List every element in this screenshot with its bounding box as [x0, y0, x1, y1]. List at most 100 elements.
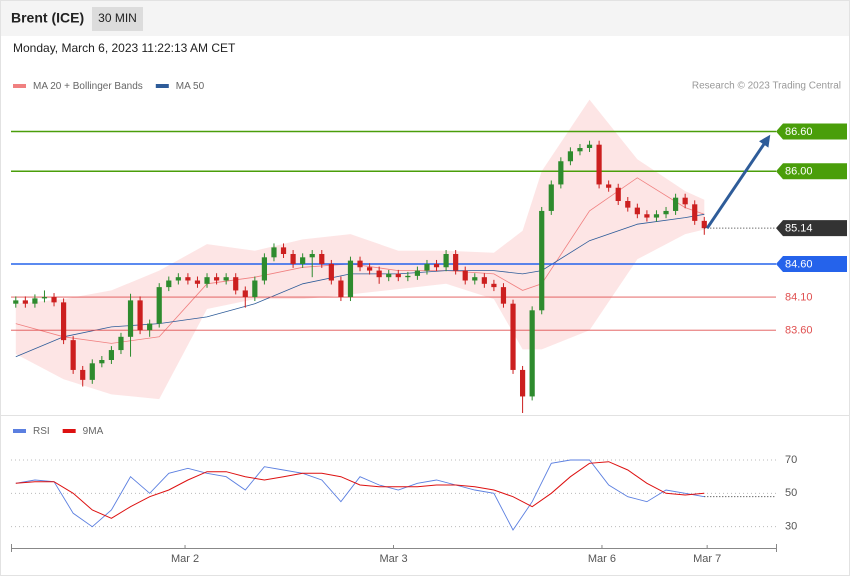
candle-body — [60, 302, 67, 341]
candle-body — [108, 350, 115, 360]
candle-body — [271, 247, 277, 258]
candle-body — [519, 369, 526, 397]
legend-swatch — [62, 429, 76, 433]
candle-body — [70, 340, 76, 370]
candle-body — [137, 300, 143, 331]
level-label: 84.60 — [785, 258, 813, 270]
forecast-arrow — [705, 141, 767, 230]
candle-body — [443, 254, 449, 268]
level-tag — [776, 163, 847, 180]
candle-body — [51, 297, 57, 303]
candle-body — [89, 363, 95, 380]
candle-body — [615, 187, 621, 201]
candle-body — [414, 270, 421, 276]
interval-badge[interactable] — [92, 7, 143, 31]
candle-body — [41, 297, 48, 299]
level-tag — [776, 123, 847, 140]
candle-body — [338, 280, 344, 298]
candle-body — [261, 257, 268, 281]
candle-body — [166, 280, 172, 288]
x-tick-label: Mar 7 — [693, 553, 721, 565]
last-price-tag — [776, 220, 847, 237]
candle-body — [366, 267, 373, 271]
candle-body — [682, 197, 688, 205]
legend-label: MA 50 — [176, 81, 205, 92]
candle-body — [453, 254, 459, 271]
last-price-label: 85.14 — [785, 223, 813, 235]
y-tick-label: 50 — [785, 487, 797, 499]
candle-body — [644, 214, 650, 218]
forecast-arrow-head — [759, 134, 771, 148]
candle-body — [405, 275, 411, 278]
candle-body — [80, 369, 86, 380]
candle-body — [395, 273, 401, 278]
candle-body — [500, 287, 507, 304]
candle-body — [309, 254, 315, 258]
candle-body — [280, 247, 287, 254]
candle-body — [672, 197, 679, 211]
candle-body — [433, 263, 440, 268]
candle-body — [529, 310, 535, 397]
candle-body — [625, 201, 631, 208]
rsi-line — [15, 461, 705, 519]
candle-body — [99, 360, 105, 364]
candle-body — [319, 254, 325, 264]
candle-body — [32, 298, 38, 304]
candle-body — [510, 303, 516, 370]
candle-body — [127, 300, 134, 337]
candle-body — [663, 210, 669, 215]
legend-label: RSI — [33, 426, 50, 437]
candle-body — [539, 210, 545, 311]
candle-body — [290, 254, 296, 264]
level-label: 86.00 — [785, 166, 813, 178]
candle-body — [300, 257, 306, 264]
legend-swatch — [13, 84, 26, 88]
candle-body — [347, 260, 354, 298]
candle-body — [194, 280, 201, 284]
candle-body — [357, 260, 363, 268]
candle-body — [558, 161, 564, 185]
candle-body — [204, 277, 210, 284]
level-tag — [776, 255, 847, 272]
candle-body — [22, 300, 28, 304]
candle-body — [13, 300, 19, 304]
candle-body — [424, 263, 430, 271]
interval[interactable]: 30 MIN — [98, 11, 137, 25]
x-tick-label: Mar 6 — [588, 553, 616, 565]
candle-body — [376, 270, 382, 278]
candle-body — [156, 287, 162, 324]
candle-body — [577, 148, 583, 152]
timestamp: Monday, March 6, 2023 11:22:13 AM CET — [13, 41, 236, 55]
candle-body — [692, 204, 698, 221]
candle-body — [701, 220, 707, 229]
candle-body — [386, 273, 392, 278]
candle-body — [548, 184, 554, 211]
candle-body — [606, 184, 612, 188]
candle-body — [462, 270, 468, 281]
y-tick-label: 30 — [785, 521, 797, 533]
candle-body — [252, 280, 258, 298]
candle-body — [653, 214, 660, 218]
candle-body — [175, 277, 181, 281]
level-label: 86.60 — [785, 126, 813, 138]
legend-swatch — [155, 84, 169, 88]
legend-swatch — [13, 429, 26, 433]
legend-label: MA 20 + Bollinger Bands — [33, 81, 143, 92]
level-label: 84.10 — [785, 291, 813, 303]
candle-body — [233, 277, 239, 291]
x-tick-label: Mar 3 — [379, 553, 407, 565]
candle-body — [328, 263, 334, 281]
x-tick-label: Mar 2 — [171, 553, 199, 565]
instrument-title: Brent (ICE) — [11, 10, 84, 26]
candle-body — [596, 144, 602, 185]
y-tick-label: 70 — [785, 454, 797, 466]
candle-body — [147, 323, 153, 331]
candle-body — [567, 151, 574, 162]
candle-body — [223, 277, 229, 281]
candle-body — [472, 277, 478, 281]
level-label: 83.60 — [785, 325, 813, 337]
credit: Research © 2023 Trading Central — [692, 81, 841, 92]
candle-body — [242, 290, 248, 298]
candle-body — [634, 207, 640, 215]
